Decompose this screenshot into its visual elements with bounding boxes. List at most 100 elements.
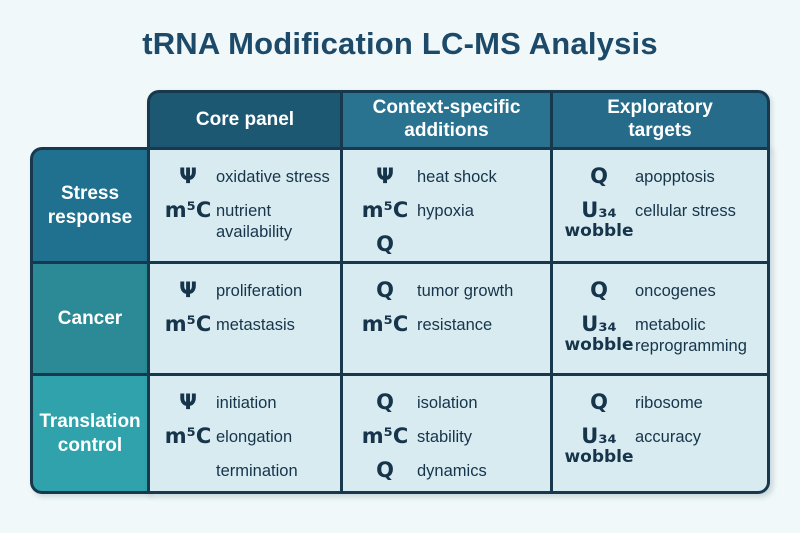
modification-label: initiation: [216, 394, 277, 412]
modification-entry: termination: [160, 459, 334, 482]
modification-entry: U₃₄ wobble metabolic reprogramming: [563, 313, 761, 357]
symbol-main: U₃₄: [581, 312, 617, 336]
modification-label: stability: [417, 428, 473, 446]
modification-entry: m⁵C stability: [353, 425, 544, 448]
symbol-main: Ψ: [179, 390, 197, 414]
symbol-main: U₃₄: [581, 424, 617, 448]
modification-entry: Q: [353, 233, 544, 256]
column-header-label: Exploratory targets: [607, 97, 713, 141]
modification-symbol: m⁵C: [353, 425, 417, 448]
column-header-label: Core panel: [195, 108, 295, 130]
modification-entry: m⁵C nutrient availability: [160, 199, 334, 243]
symbol-main: Q: [590, 390, 608, 414]
table-cell: Q ribosome U₃₄ wobble accuracy: [553, 376, 767, 491]
modification-entry: m⁵C elongation: [160, 425, 334, 448]
symbol-main: Q: [376, 278, 394, 302]
symbol-main: m⁵C: [361, 312, 409, 336]
modification-symbol: Q: [563, 279, 635, 302]
modification-entry: U₃₄ wobble cellular stress: [563, 198, 761, 241]
modification-symbol: U₃₄ wobble: [563, 424, 635, 467]
column-header: Core panel: [150, 93, 340, 147]
modification-label: proliferation: [216, 282, 303, 300]
modification-symbol: Q: [353, 391, 417, 414]
column-header-label: Context-specific additions: [372, 97, 521, 141]
modification-entry: Ψ proliferation: [160, 279, 334, 302]
column-header-row: Core panel Context-specific additions Ex…: [147, 90, 770, 150]
column-header: Context-specific additions: [343, 93, 550, 147]
table-cell: Ψ oxidative stress m⁵C nutrient availabi…: [150, 150, 340, 261]
modification-entry: m⁵C hypoxia: [353, 199, 544, 222]
modification-label: termination: [216, 462, 298, 480]
row-header-label: Cancer: [57, 307, 123, 329]
table-cell: Q oncogenes U₃₄ wobble metabolic reprogr…: [553, 264, 767, 373]
modification-entry: Q tumor growth: [353, 279, 544, 302]
modification-entry: Q apopptosis: [563, 165, 761, 188]
modification-label: oncogenes: [635, 282, 716, 300]
symbol-main: Ψ: [376, 164, 394, 188]
table-cell: Ψ heat shock m⁵C hypoxia Q: [343, 150, 550, 261]
modification-symbol: U₃₄ wobble: [563, 198, 635, 241]
symbol-main: Q: [376, 232, 394, 256]
modification-entry: Q oncogenes: [563, 279, 761, 302]
table-cell: Q tumor growth m⁵C resistance: [343, 264, 550, 373]
modification-label: hypoxia: [417, 202, 474, 220]
table-cell: Ψ proliferation m⁵C metastasis: [150, 264, 340, 373]
table-cell: Ψ initiation m⁵C elongation termination: [150, 376, 340, 491]
symbol-main: Q: [376, 390, 394, 414]
row-header: Cancer: [33, 264, 147, 373]
symbol-subtext: wobble: [564, 335, 634, 355]
modification-label: nutrient availability: [216, 202, 293, 241]
symbol-main: Q: [376, 458, 394, 482]
modification-entry: m⁵C resistance: [353, 313, 544, 336]
modification-label: metastasis: [216, 316, 295, 334]
modification-entry: Ψ initiation: [160, 391, 334, 414]
modification-label: accuracy: [635, 428, 702, 446]
row-header-column: Stress response Cancer Translation contr…: [30, 147, 150, 494]
modification-label: elongation: [216, 428, 293, 446]
row-header: Translation control: [33, 376, 147, 491]
table-body: Ψ oxidative stress m⁵C nutrient availabi…: [147, 147, 770, 494]
symbol-main: m⁵C: [361, 198, 409, 222]
row-header-label: Translation control: [39, 410, 141, 456]
row-header: Stress response: [33, 150, 147, 261]
modification-symbol: m⁵C: [353, 313, 417, 336]
modification-symbol: m⁵C: [353, 199, 417, 222]
modification-entry: m⁵C metastasis: [160, 313, 334, 336]
modification-symbol: Q: [563, 391, 635, 414]
modification-label: cellular stress: [635, 202, 736, 220]
modification-symbol: m⁵C: [160, 425, 216, 448]
modification-label: heat shock: [417, 168, 497, 186]
modification-symbol: U₃₄ wobble: [563, 312, 635, 355]
symbol-main: m⁵C: [164, 198, 212, 222]
modification-symbol: Q: [353, 459, 417, 482]
modification-label: ribosome: [635, 394, 703, 412]
modification-symbol: m⁵C: [160, 199, 216, 222]
modification-symbol: m⁵C: [160, 313, 216, 336]
modification-symbol: Q: [353, 233, 417, 256]
modification-label: metabolic reprogramming: [635, 316, 747, 355]
page-title: tRNA Modification LC-MS Analysis: [142, 26, 658, 61]
modification-symbol: Ψ: [160, 391, 216, 414]
modification-symbol: Ψ: [160, 165, 216, 188]
symbol-main: Q: [590, 278, 608, 302]
symbol-main: Q: [590, 164, 608, 188]
symbol-main: m⁵C: [164, 312, 212, 336]
modification-entry: Ψ heat shock: [353, 165, 544, 188]
modification-label: tumor growth: [417, 282, 514, 300]
symbol-main: Ψ: [179, 164, 197, 188]
modification-label: isolation: [417, 394, 478, 412]
modification-label: apopptosis: [635, 168, 715, 186]
table-cell: Q apopptosis U₃₄ wobble cellular stress: [553, 150, 767, 261]
symbol-main: m⁵C: [164, 424, 212, 448]
modification-symbol: Ψ: [160, 279, 216, 302]
symbol-main: U₃₄: [581, 198, 617, 222]
modification-entry: Ψ oxidative stress: [160, 165, 334, 188]
modification-symbol: Ψ: [353, 165, 417, 188]
modification-label: dynamics: [417, 462, 487, 480]
symbol-subtext: wobble: [564, 447, 634, 467]
row-header-label: Stress response: [47, 182, 133, 228]
symbol-main: Ψ: [179, 278, 197, 302]
modification-label: [417, 233, 544, 235]
modification-label: resistance: [417, 316, 493, 334]
